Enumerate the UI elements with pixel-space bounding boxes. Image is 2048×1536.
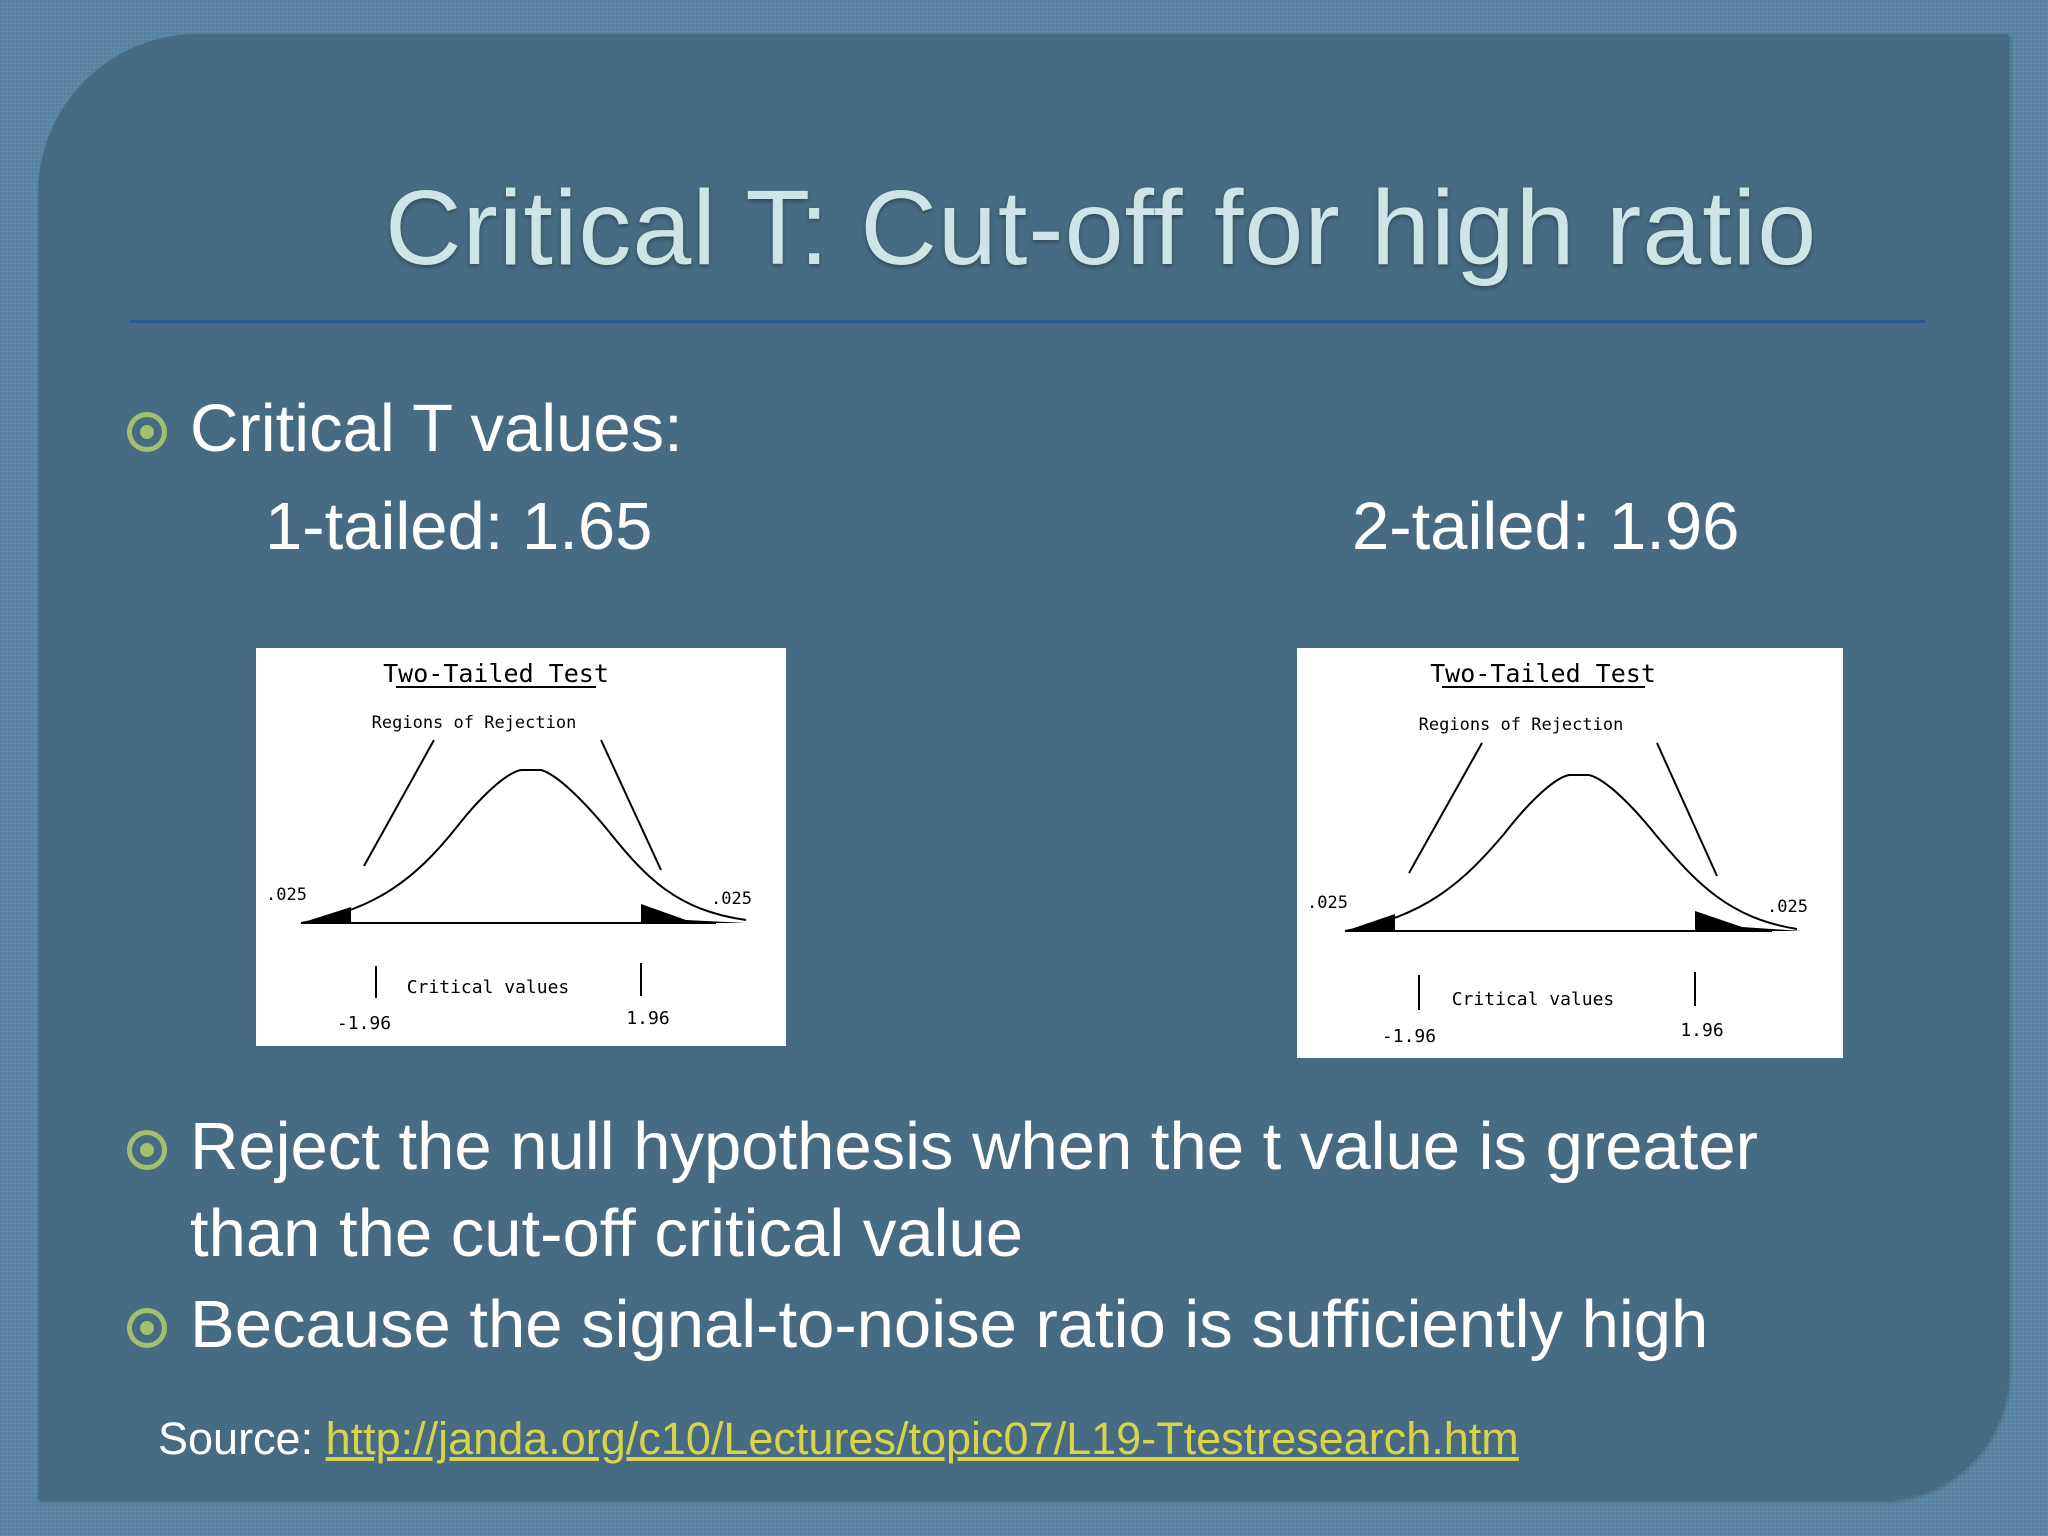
one-tailed-value: 1-tailed: 1.65	[265, 489, 653, 564]
slide-title: Critical T: Cut-off for high ratio	[385, 169, 1818, 287]
figure-heading: Two-Tailed Test	[383, 659, 609, 688]
critical-values-label: Critical values	[407, 977, 570, 998]
bullet-reject-null: Reject the null hypothesis when the t va…	[190, 1103, 1758, 1277]
source-line: Source: http://janda.org/c10/Lectures/to…	[158, 1413, 1519, 1465]
bullet-critical-values: Critical T values:	[190, 391, 683, 466]
right-alpha: .025	[711, 889, 752, 909]
left-critical-value: -1.96	[337, 1013, 391, 1034]
right-alpha: .025	[1767, 897, 1808, 917]
regions-label: Regions of Rejection	[372, 713, 577, 733]
two-tailed-value: 2-tailed: 1.96	[1352, 489, 1740, 564]
bullet-icon	[127, 412, 167, 452]
two-tailed-figure-right: Two-Tailed Test Regions of Rejection .02…	[1297, 648, 1843, 1058]
left-alpha: .025	[1307, 893, 1348, 913]
bullet-reject-line-1: Reject the null hypothesis when the t va…	[190, 1109, 1758, 1184]
figure-heading: Two-Tailed Test	[1430, 659, 1656, 688]
left-critical-value: -1.96	[1382, 1026, 1436, 1047]
source-link[interactable]: http://janda.org/c10/Lectures/topic07/L1…	[325, 1413, 1519, 1464]
title-divider	[130, 320, 1925, 323]
regions-label: Regions of Rejection	[1419, 715, 1624, 735]
critical-values-label: Critical values	[1452, 989, 1615, 1010]
right-critical-value: 1.96	[626, 1008, 669, 1029]
bullet-signal-noise: Because the signal-to-noise ratio is suf…	[190, 1287, 1709, 1362]
two-tailed-figure-left: Two-Tailed Test Regions of Rejection .02…	[256, 648, 786, 1046]
source-label: Source:	[158, 1413, 326, 1464]
right-critical-value: 1.96	[1680, 1020, 1723, 1041]
bullet-icon	[127, 1308, 167, 1348]
bullet-reject-line-2: than the cut-off critical value	[190, 1196, 1023, 1271]
bullet-icon	[127, 1130, 167, 1170]
left-alpha: .025	[266, 885, 307, 905]
